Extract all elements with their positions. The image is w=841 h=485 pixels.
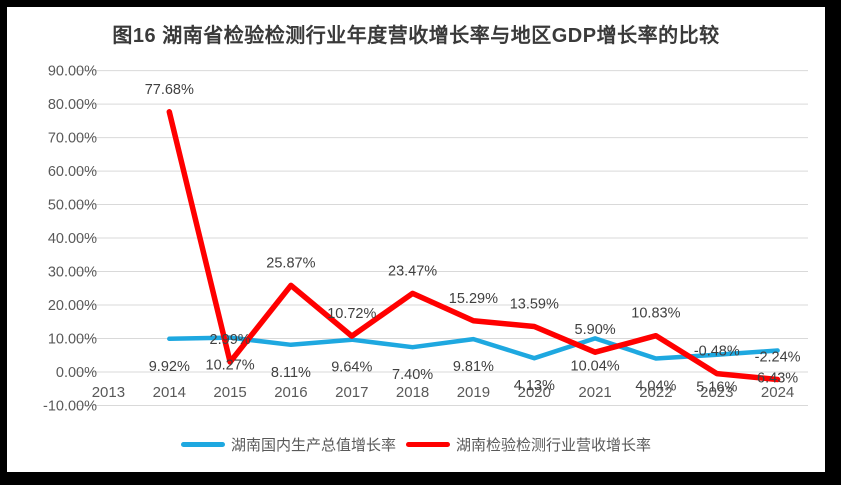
y-axis-tick-label: 0.00% [56, 365, 97, 381]
y-axis-tick-label: 30.00% [48, 265, 97, 281]
x-axis-tick-label: 2019 [457, 384, 490, 401]
data-label: 9.64% [331, 360, 372, 376]
x-axis-tick-label: 2017 [335, 384, 368, 401]
y-axis-tick-label: 10.00% [48, 332, 97, 348]
y-axis-tick-label: 60.00% [48, 164, 97, 180]
y-axis-tick-label: -10.00% [43, 399, 97, 415]
data-label: 10.04% [571, 358, 620, 374]
x-axis-tick-label: 2020 [518, 384, 551, 401]
data-label: 25.87% [266, 255, 315, 271]
plot-area: 90.00% 80.00% 70.00% 60.00% 50.00% 40.00% 30.0… [43, 64, 808, 415]
data-label: 23.47% [388, 263, 437, 279]
y-axis-tick-label: 50.00% [48, 198, 97, 214]
data-label: 5.16% [696, 380, 737, 396]
y-axis-tick-label: 40.00% [48, 231, 97, 247]
data-label: 10.72% [327, 306, 376, 322]
x-axis-tick-label: 2014 [153, 384, 186, 401]
gdp-line-swatch [180, 442, 225, 447]
data-label: 15.29% [449, 291, 498, 307]
x-axis-tick-label: 2018 [396, 384, 429, 401]
data-label: 77.68% [145, 82, 194, 98]
data-label: 9.92% [149, 359, 190, 375]
data-label: 6.43% [757, 371, 798, 387]
revenue-growth-line [166, 109, 781, 383]
y-axis-tick-label: 70.00% [48, 131, 97, 147]
x-axis-tick-label: 2013 [92, 384, 125, 401]
legend-label-revenue: 湖南检验检测行业营收增长率 [456, 437, 652, 454]
y-axis-tick-label: 80.00% [48, 97, 97, 113]
chart-canvas: 图16 湖南省检验检测行业年度营收增长率与地区GDP增长率的比较 90.00% 8… [7, 7, 825, 472]
data-label: 8.11% [271, 365, 311, 381]
data-label: 10.27% [206, 358, 255, 374]
data-label: 4.04% [635, 379, 676, 395]
legend-item-gdp: 湖南国内生产总值增长率 [180, 434, 396, 455]
gdp-growth-line [167, 335, 780, 361]
x-axis-tick-label: 2016 [274, 384, 307, 401]
data-label: 2.99% [210, 332, 251, 348]
x-axis-tick-label: 2022 [639, 384, 672, 401]
legend-item-revenue: 湖南检验检测行业营收增长率 [406, 434, 651, 455]
data-label: 4.13% [514, 378, 555, 394]
legend: 湖南国内生产总值增长率 湖南检验检测行业营收增长率 [7, 434, 825, 455]
data-label: 7.40% [392, 367, 433, 383]
legend-label-gdp: 湖南国内生产总值增长率 [230, 437, 396, 454]
x-axis-tick-label: 2015 [213, 384, 246, 401]
data-label: 9.81% [453, 359, 494, 375]
data-label: -2.24% [755, 350, 801, 366]
data-label: 13.59% [510, 297, 559, 313]
data-label: -0.48% [694, 344, 740, 360]
y-axis-tick-label: 20.00% [48, 298, 97, 314]
y-axis-tick-label: 90.00% [48, 64, 97, 80]
x-axis-tick-label: 2024 [761, 384, 794, 401]
revenue-line-swatch [406, 442, 450, 447]
data-label: 10.83% [631, 306, 680, 322]
x-axis-tick-label: 2021 [578, 384, 611, 401]
chart-title: 图16 湖南省检验检测行业年度营收增长率与地区GDP增长率的比较 [112, 25, 720, 47]
x-axis-tick-label: 2023 [700, 384, 733, 401]
data-label: 5.90% [575, 322, 616, 338]
